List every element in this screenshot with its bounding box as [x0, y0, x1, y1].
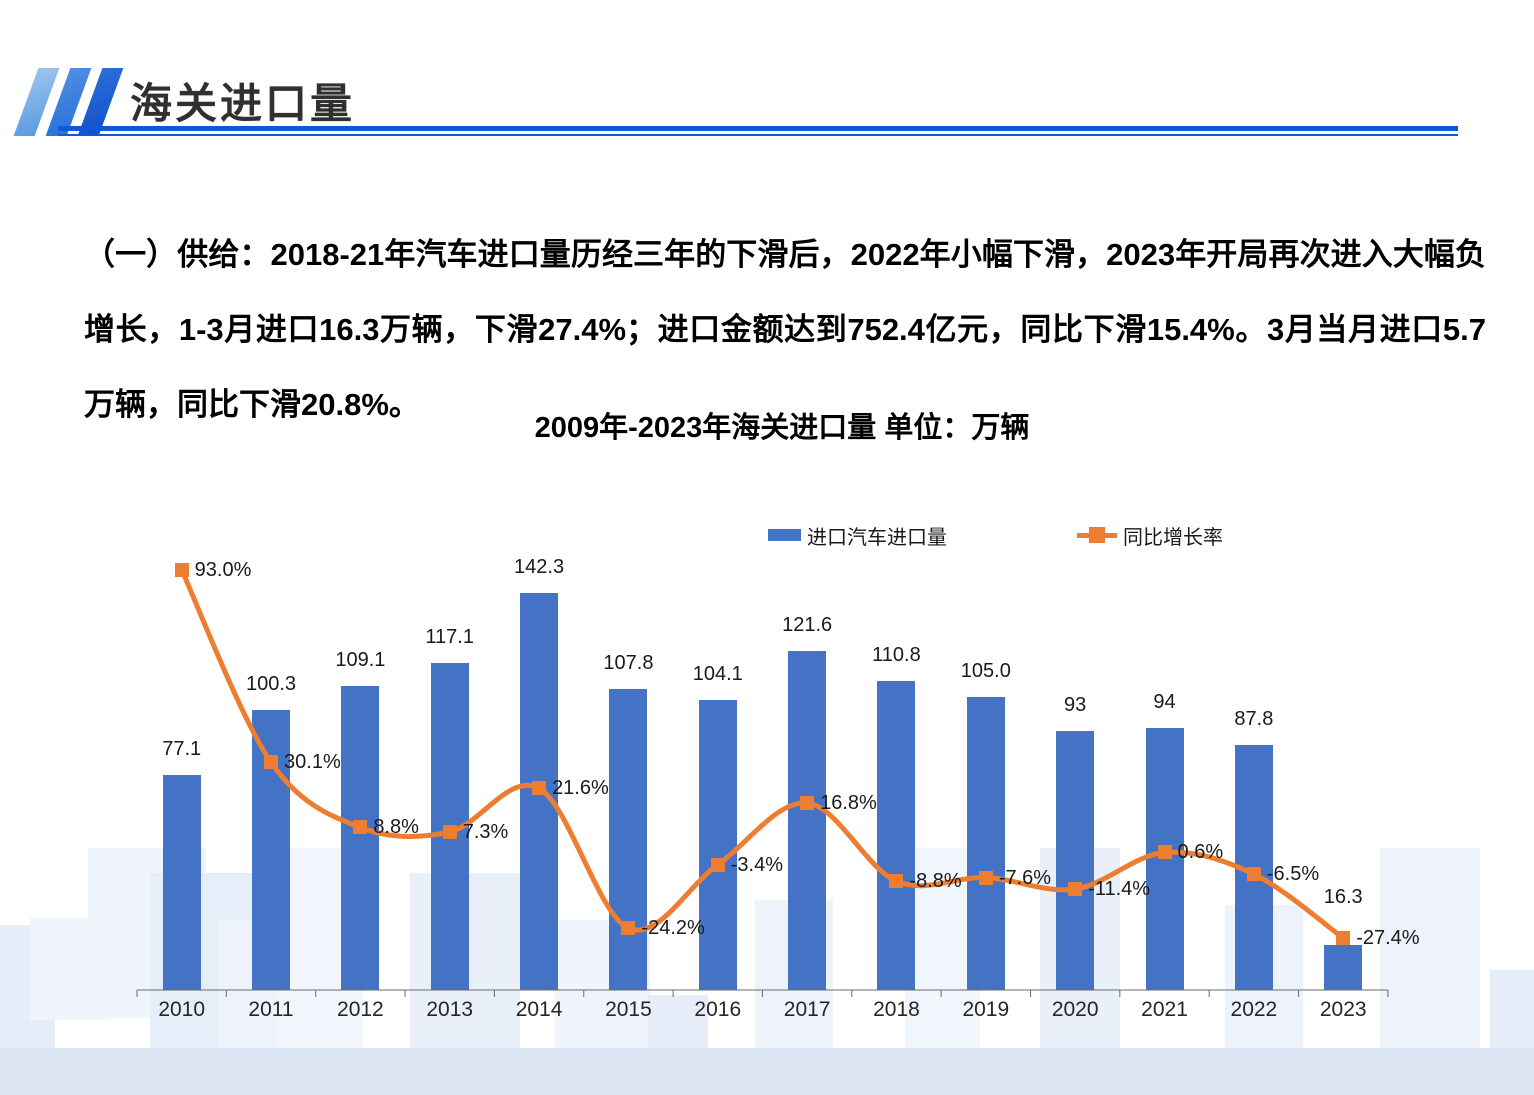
body-paragraph: （一）供给：2018-21年汽车进口量历经三年的下滑后，2022年小幅下滑，20…	[84, 237, 1486, 422]
bar	[698, 699, 737, 990]
x-axis-label: 2020	[1051, 998, 1099, 1021]
legend-item-import-volume: 进口汽车进口量	[768, 523, 947, 549]
x-axis-label: 2022	[1230, 998, 1278, 1021]
header-divider	[58, 126, 1458, 136]
x-axis-label: 2019	[962, 998, 1010, 1021]
line-marker	[174, 563, 189, 577]
line-value-label: 16.8%	[820, 791, 877, 814]
bar-value-label: 109.1	[335, 648, 386, 671]
line-marker	[264, 755, 279, 770]
bar-value-label: 77.1	[162, 737, 202, 760]
legend-line-label: 同比增长率	[1123, 526, 1223, 549]
bar	[877, 680, 916, 990]
bar-value-label: 16.3	[1323, 885, 1363, 908]
line-marker	[889, 874, 904, 889]
line-marker	[353, 820, 368, 835]
bar-value-label: 100.3	[245, 673, 297, 696]
x-axis-label: 2014	[515, 998, 563, 1021]
bar	[1056, 730, 1095, 990]
line-value-label: 21.6%	[552, 777, 609, 800]
line-marker	[1157, 845, 1172, 860]
page-title: 海关进口量	[130, 80, 356, 127]
line-value-label: 8.8%	[373, 816, 419, 839]
x-axis-label: 2012	[337, 998, 384, 1021]
bar	[1324, 944, 1363, 990]
line-marker	[442, 824, 457, 839]
x-axis-label: 2011	[248, 998, 294, 1021]
x-axis-label: 2013	[426, 998, 474, 1021]
line-marker	[1246, 867, 1261, 882]
bar	[609, 689, 648, 990]
bar	[788, 650, 827, 990]
x-axis-label: 2021	[1141, 998, 1188, 1021]
bar	[162, 774, 201, 990]
bar-value-label: 105.0	[960, 660, 1011, 683]
x-axis-label: 2017	[783, 998, 831, 1021]
bar-value-label: 104.1	[692, 662, 743, 685]
legend-bar-label: 进口汽车进口量	[807, 526, 947, 549]
bar-value-label: 107.8	[603, 652, 654, 675]
line-value-label: -27.4%	[1356, 927, 1420, 950]
line-value-label: -3.4%	[730, 853, 784, 876]
line-marker	[1068, 882, 1083, 897]
line-value-label: -8.8%	[909, 870, 962, 893]
line-value-label: 30.1%	[284, 751, 341, 774]
bar-value-label: 93	[1064, 693, 1087, 716]
legend-item-growth-rate: 同比增长率	[1077, 523, 1223, 549]
bar-value-label: 121.6	[782, 613, 833, 636]
line-value-label: 93.0%	[194, 559, 252, 581]
line-value-label: -24.2%	[641, 917, 705, 940]
x-axis	[136, 989, 1389, 997]
bar-value-label: 87.8	[1234, 708, 1274, 731]
x-axis-label: 2010	[158, 998, 206, 1021]
bar-value-label: 110.8	[872, 643, 921, 666]
bar-value-label: 142.3	[514, 555, 565, 578]
chart-title: 2009年-2023年海关进口量 单位：万辆	[534, 412, 1030, 444]
line-marker	[978, 870, 993, 885]
line-marker	[532, 781, 547, 796]
legend-line-swatch	[1077, 526, 1117, 543]
bar	[966, 697, 1005, 990]
x-axis-label: 2018	[873, 998, 920, 1021]
line-marker	[1336, 931, 1351, 946]
legend-line-marker	[1089, 526, 1105, 543]
line-marker	[800, 795, 815, 810]
line-marker	[621, 921, 636, 936]
line-value-label: -11.4%	[1088, 878, 1151, 901]
line-value-label: -7.6%	[998, 866, 1052, 889]
x-axis-label: 2015	[605, 998, 652, 1021]
line-value-label: 7.3%	[462, 820, 509, 843]
line-value-label: 0.6%	[1177, 841, 1224, 864]
bar-value-label: 117.1	[425, 626, 474, 649]
legend-bar-swatch	[768, 529, 801, 541]
bar	[341, 685, 380, 990]
bar-value-label: 94	[1153, 690, 1176, 713]
line-value-label: -6.5%	[1266, 863, 1320, 886]
line-marker	[710, 857, 725, 872]
x-axis-label: 2016	[694, 998, 742, 1021]
x-axis-label: 2023	[1319, 998, 1367, 1021]
